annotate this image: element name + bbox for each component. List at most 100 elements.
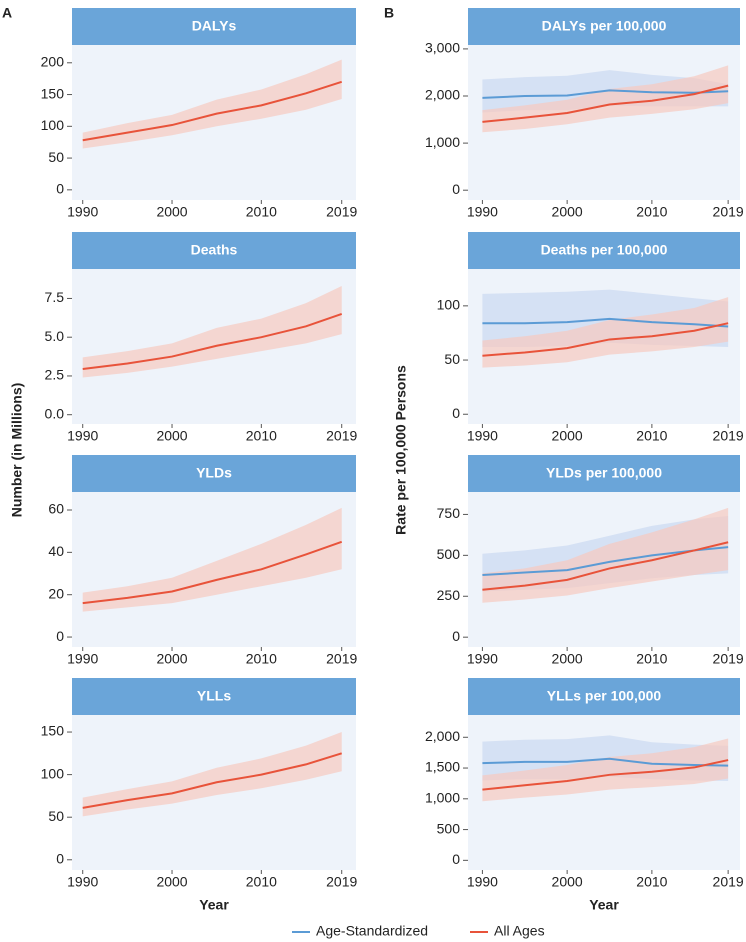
panel-title: Deaths xyxy=(191,242,238,258)
y-tick-label: 2,000 xyxy=(425,728,460,744)
y-tick-label: 0 xyxy=(452,405,460,421)
legend-label: Age-Standardized xyxy=(316,923,428,939)
uncertainty-band xyxy=(482,738,729,802)
x-tick-label: 2010 xyxy=(246,874,277,890)
x-tick-label: 1990 xyxy=(467,651,498,667)
y-tick-label: 3,000 xyxy=(425,40,460,56)
uncertainty-band xyxy=(82,732,342,817)
series-line xyxy=(482,84,729,123)
y-tick-label: 500 xyxy=(437,820,461,836)
x-tick-label: 2019 xyxy=(713,874,744,890)
y-tick-label: 0 xyxy=(56,850,64,866)
x-tick-label: 1990 xyxy=(67,204,98,220)
panel-header xyxy=(468,232,740,269)
series-line xyxy=(82,80,343,142)
y-tick-label: 150 xyxy=(41,723,65,739)
y-tick-label: 1,000 xyxy=(425,134,460,150)
y-tick-label: 2,000 xyxy=(425,87,460,103)
y-tick-label: 500 xyxy=(437,546,461,562)
x-tick-label: 2000 xyxy=(156,428,187,444)
x-tick-label: 2010 xyxy=(246,651,277,667)
uncertainty-band xyxy=(82,507,342,612)
x-tick-label: 2019 xyxy=(326,651,357,667)
x-tick-label: 1990 xyxy=(67,428,98,444)
x-tick-label: 2019 xyxy=(326,428,357,444)
y-tick-label: 40 xyxy=(48,543,64,559)
y-tick-label: 0 xyxy=(452,851,460,867)
y-tick-label: 200 xyxy=(41,53,65,69)
y-tick-label: 0 xyxy=(56,628,64,644)
x-tick-label: 2010 xyxy=(246,204,277,220)
y-tick-label: 2.5 xyxy=(45,367,65,383)
y-tick-label: 50 xyxy=(48,808,64,824)
x-tick-label: 1990 xyxy=(467,204,498,220)
y-tick-label: 150 xyxy=(41,85,65,101)
y-tick-label: 50 xyxy=(48,149,64,165)
x-axis-label: Year xyxy=(199,897,229,913)
x-tick-label: 1990 xyxy=(467,428,498,444)
y-tick-label: 1,000 xyxy=(425,790,460,806)
x-tick-label: 2000 xyxy=(552,428,583,444)
x-tick-label: 2000 xyxy=(552,874,583,890)
x-tick-label: 2019 xyxy=(326,874,357,890)
panel-header xyxy=(72,678,356,715)
x-tick-label: 2019 xyxy=(713,651,744,667)
x-tick-label: 2010 xyxy=(636,428,667,444)
y-axis-label: Number (in Millions) xyxy=(9,383,25,518)
y-tick-label: 0.0 xyxy=(45,405,65,421)
y-tick-label: 20 xyxy=(48,585,64,601)
x-tick-label: 2019 xyxy=(713,204,744,220)
uncertainty-band xyxy=(82,59,342,149)
series-line xyxy=(482,322,729,357)
x-tick-label: 1990 xyxy=(67,874,98,890)
y-tick-label: 100 xyxy=(41,765,65,781)
panel-header xyxy=(468,678,740,715)
panel-header xyxy=(72,455,356,492)
panel-header xyxy=(468,455,740,492)
panel-header xyxy=(72,8,356,45)
panel-title: YLDs xyxy=(196,465,232,481)
x-tick-label: 2010 xyxy=(636,204,667,220)
series-line xyxy=(482,317,729,328)
panel-title: YLDs per 100,000 xyxy=(546,465,662,481)
x-tick-label: 1990 xyxy=(67,651,98,667)
panel-title: Deaths per 100,000 xyxy=(541,242,668,258)
legend-label: All Ages xyxy=(494,923,545,939)
panel-title: DALYs xyxy=(192,18,237,34)
y-tick-label: 1,500 xyxy=(425,759,460,775)
y-tick-label: 250 xyxy=(437,587,461,603)
y-tick-label: 750 xyxy=(437,505,461,521)
y-tick-label: 0 xyxy=(452,181,460,197)
x-tick-label: 1990 xyxy=(467,874,498,890)
uncertainty-band xyxy=(482,507,729,603)
x-tick-label: 2010 xyxy=(636,874,667,890)
series-line xyxy=(82,313,343,370)
panel-header xyxy=(72,232,356,269)
x-tick-label: 2000 xyxy=(156,204,187,220)
series-line xyxy=(82,540,343,605)
x-axis-label: Year xyxy=(589,897,619,913)
x-tick-label: 2000 xyxy=(156,651,187,667)
x-tick-label: 2000 xyxy=(552,204,583,220)
series-line xyxy=(482,759,729,791)
series-line xyxy=(482,757,729,767)
x-tick-label: 2000 xyxy=(552,651,583,667)
series-line xyxy=(482,89,729,99)
panel-label: A xyxy=(2,5,12,21)
series-line xyxy=(82,752,343,809)
panel-label: B xyxy=(384,5,394,21)
y-tick-label: 100 xyxy=(437,297,461,313)
panel-title: YLLs per 100,000 xyxy=(547,688,662,704)
y-tick-label: 100 xyxy=(41,117,65,133)
series-line xyxy=(482,541,729,591)
y-axis-label: Rate per 100,000 Persons xyxy=(393,365,409,535)
uncertainty-band xyxy=(82,286,342,378)
y-tick-label: 50 xyxy=(444,351,460,367)
y-tick-label: 0 xyxy=(56,181,64,197)
panel-title: DALYs per 100,000 xyxy=(542,18,667,34)
y-tick-label: 60 xyxy=(48,501,64,517)
x-tick-label: 2010 xyxy=(246,428,277,444)
panel-title: YLLs xyxy=(197,688,231,704)
panel-header xyxy=(468,8,740,45)
